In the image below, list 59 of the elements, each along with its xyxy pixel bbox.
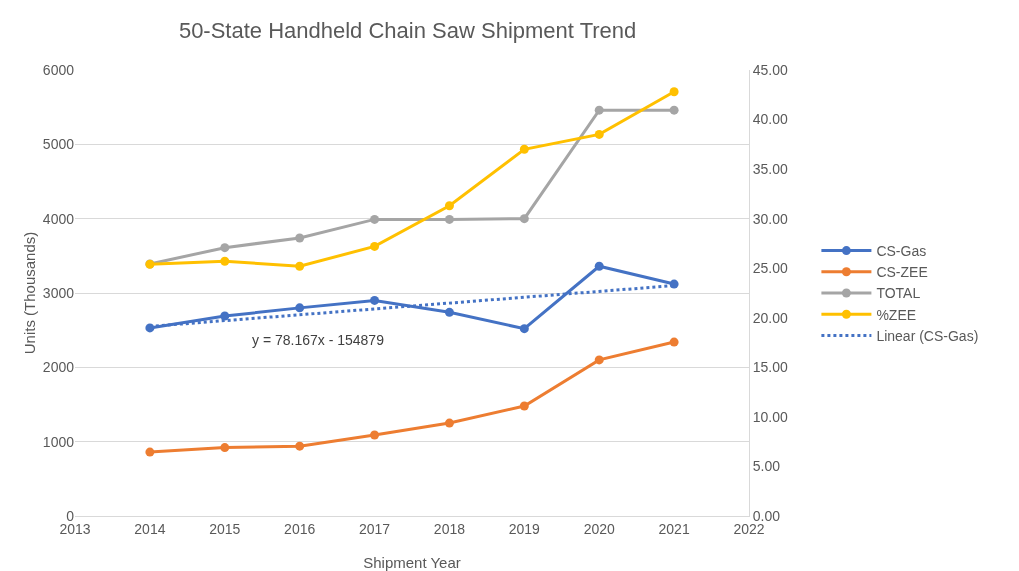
x-tick-label: 2021 (658, 520, 690, 537)
x-tick-label: 2015 (209, 520, 241, 537)
point (295, 303, 305, 313)
x-tick-label: 2016 (284, 520, 316, 537)
point (370, 295, 380, 305)
point (669, 105, 679, 115)
y2-tick-label: 15.00 (752, 359, 789, 376)
legend-label: Linear (CS-Gas) (876, 327, 979, 344)
y2-tick-label: 10.00 (752, 408, 789, 425)
point (444, 214, 454, 224)
x-tick-label: 2018 (433, 520, 466, 537)
point (444, 201, 454, 211)
x-tick-label: 2019 (508, 520, 541, 537)
y2-tick-label: 45.00 (752, 61, 789, 78)
legend-label: CS-ZEE (876, 264, 928, 281)
point (519, 324, 529, 334)
point (370, 430, 380, 440)
point (519, 144, 529, 154)
x-tick-label: 2020 (583, 520, 615, 537)
legend-label: TOTAL (876, 285, 921, 302)
point (295, 441, 305, 451)
annotation: y = 78.167x - 154879 (252, 332, 385, 348)
point (519, 401, 529, 411)
y2-tick-label: 35.00 (752, 161, 789, 178)
point (594, 105, 604, 115)
point (220, 243, 230, 253)
point (519, 214, 529, 224)
y-tick-label: 3000 (42, 284, 75, 301)
y-tick-label: 1000 (42, 433, 75, 450)
legend-label: %ZEE (876, 306, 917, 323)
point (220, 443, 230, 453)
point (295, 261, 305, 271)
point (669, 87, 679, 97)
point (594, 261, 604, 271)
y-tick-label: 2000 (42, 359, 75, 376)
point (295, 233, 305, 243)
legend-label: CS-Gas (876, 243, 927, 260)
point (594, 355, 604, 365)
y-tick-label: 5000 (42, 136, 75, 153)
y2-tick-label: 30.00 (752, 210, 789, 227)
point (145, 447, 155, 457)
y2-tick-label: 5.00 (752, 458, 781, 475)
point (444, 307, 454, 317)
x-tick-label: 2014 (134, 520, 166, 537)
point (220, 256, 230, 266)
y-axis-title: Units (Thousands) (21, 231, 38, 355)
y-tick-label: 6000 (42, 61, 75, 78)
chart-title: 50-State Handheld Chain Saw Shipment Trend (178, 18, 637, 44)
y2-tick-label: 20.00 (752, 309, 789, 326)
point (669, 337, 679, 347)
x-axis-title: Shipment Year (363, 554, 461, 571)
x-tick-label: 2017 (358, 520, 391, 537)
y2-tick-label: 25.00 (752, 260, 789, 277)
point (594, 129, 604, 139)
point (444, 418, 454, 428)
y-tick-label: 4000 (42, 210, 75, 227)
y2-tick-label: 40.00 (752, 111, 789, 128)
point (370, 241, 380, 251)
point (370, 214, 380, 224)
